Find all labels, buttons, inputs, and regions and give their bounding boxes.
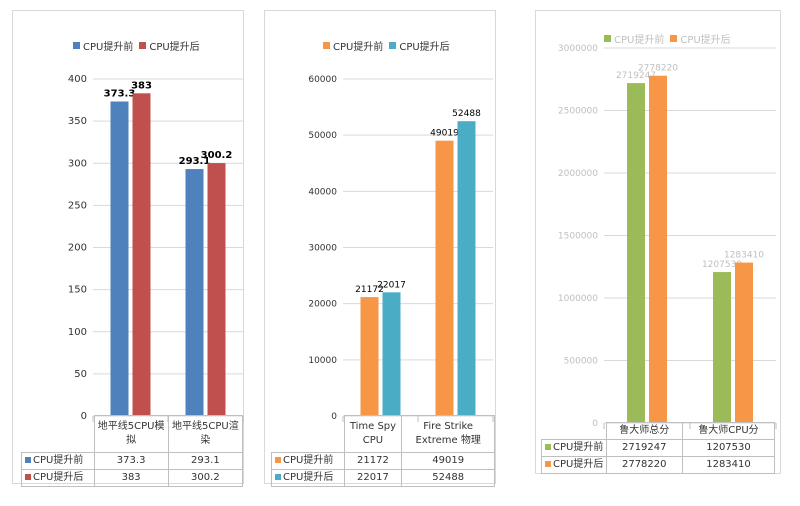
table-cell: 1283410: [681, 455, 776, 474]
bar: [185, 169, 204, 416]
y-tick-label: 300: [68, 158, 87, 169]
data-label: 22017: [377, 280, 406, 290]
table-category: Fire Strike Extreme 物理: [401, 415, 495, 453]
legend-item: CPU提升前: [73, 38, 133, 53]
data-label: 1207530: [702, 260, 742, 270]
table-cell: 2778220: [605, 455, 683, 474]
y-tick-label: 200: [68, 243, 87, 254]
table-category: Time Spy CPU: [343, 415, 403, 453]
table-category: 地平线5CPU渲染: [167, 415, 244, 453]
data-label: 2719247: [616, 71, 656, 81]
chart-svg-2: 0100002000030000400005000060000211722201…: [308, 75, 494, 422]
y-tick-label: 250: [68, 200, 87, 211]
bar: [627, 83, 645, 424]
bar: [360, 297, 379, 416]
table-series-label: CPU提升前: [553, 441, 604, 453]
y-tick-label: 1500000: [558, 232, 598, 242]
y-tick-label: 1000000: [558, 294, 598, 304]
data-label: 293.1: [179, 156, 211, 167]
y-tick-label: 40000: [308, 187, 337, 197]
legend-item: CPU提升前: [604, 31, 664, 46]
table-cell: 300.2: [167, 469, 244, 487]
table-cell: 22017: [343, 469, 403, 487]
y-tick-label: 100: [68, 327, 87, 338]
table-cell: 383: [93, 469, 169, 487]
legend-label: CPU提升前: [83, 42, 134, 53]
legend-label: CPU提升前: [333, 42, 384, 53]
bar: [649, 75, 667, 423]
chart-panel-2: 0 10000 20000 30000 40000 50000 60000 21172 2201…: [264, 10, 496, 487]
data-label: 1283410: [724, 251, 764, 261]
data-label: 300.2: [201, 150, 233, 161]
table-series-label: CPU提升后: [33, 472, 84, 483]
bar: [207, 163, 226, 416]
table-series-label: CPU提升后: [553, 458, 604, 470]
legend-1: CPU提升前 CPU提升后: [73, 38, 200, 53]
legend-label: CPU提升后: [399, 42, 450, 53]
y-tick-label: 350: [68, 116, 87, 127]
y-tick-label: 2500000: [558, 107, 598, 117]
table-category: 鲁大师总分: [605, 422, 683, 440]
bar: [382, 292, 401, 416]
table-series-label: CPU提升后: [283, 472, 334, 483]
chart-svg-1: 050100150200250300350400373.3383293.1300…: [68, 74, 244, 422]
data-table-3: 鲁大师总分 鲁大师CPU分 CPU提升前 2719247 1207530 CPU…: [541, 422, 776, 474]
bar: [713, 272, 731, 423]
bar: [435, 140, 454, 416]
y-tick-label: 2000000: [558, 169, 598, 179]
table-category: 鲁大师CPU分: [681, 422, 776, 440]
table-cell: 21172: [343, 452, 403, 470]
table-category: 地平线5CPU模拟: [93, 415, 169, 453]
data-label: 383: [131, 80, 152, 91]
bar: [132, 93, 151, 416]
y-tick-label: 500000: [564, 357, 599, 367]
legend-item: CPU提升前: [323, 38, 383, 53]
bar: [457, 121, 476, 417]
bar: [110, 101, 129, 416]
chart-svg-3: 0500000100000015000002000000250000030000…: [558, 44, 777, 429]
table-cell: 52488: [401, 469, 495, 487]
y-tick-label: 60000: [308, 75, 337, 85]
bar: [735, 262, 753, 423]
legend-item: CPU提升后: [139, 38, 200, 53]
y-tick-label: 10000: [308, 356, 337, 366]
legend-item: CPU提升后: [670, 31, 731, 46]
table-cell: 49019: [401, 452, 495, 470]
data-label: 52488: [452, 109, 481, 119]
table-cell: 293.1: [167, 452, 244, 470]
data-table-1: 地平线5CPU模拟 地平线5CPU渲染 CPU提升前 373.3 293.1 C…: [21, 415, 244, 487]
y-tick-label: 3000000: [558, 44, 598, 54]
data-table-2: Time Spy CPU Fire Strike Extreme 物理 CPU提…: [271, 415, 495, 487]
legend-item: CPU提升后: [389, 38, 450, 53]
data-label: 2778220: [638, 64, 678, 74]
legend-2: CPU提升前 CPU提升后: [323, 38, 450, 53]
legend-label: CPU提升后: [149, 42, 200, 53]
y-tick-label: 30000: [308, 244, 337, 254]
data-label: 373.3: [104, 88, 136, 99]
table-cell: 373.3: [93, 452, 169, 470]
data-label: 21172: [355, 285, 384, 295]
table-series-label: CPU提升前: [33, 455, 84, 466]
chart-panel-1: 0 50 100 150 200 250 300 350 400 373.3 383 293.1 300…: [12, 10, 244, 487]
y-tick-label: 50: [74, 369, 87, 380]
legend-label: CPU提升后: [680, 35, 731, 46]
y-tick-label: 20000: [308, 300, 337, 310]
y-tick-label: 150: [68, 285, 87, 296]
table-series-label: CPU提升前: [283, 455, 334, 466]
y-tick-label: 50000: [308, 131, 337, 141]
legend-3: CPU提升前 CPU提升后: [604, 31, 731, 46]
data-label: 49019: [430, 129, 459, 139]
table-cell: 1207530: [681, 438, 776, 457]
y-tick-label: 400: [68, 74, 87, 85]
table-cell: 2719247: [605, 438, 683, 457]
chart-panel-3: 0 500000 1000000 1500000 2000000 2500000 30000…: [535, 10, 781, 474]
legend-label: CPU提升前: [614, 35, 665, 46]
